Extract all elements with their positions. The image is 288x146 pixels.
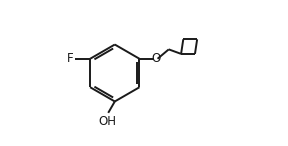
Text: OH: OH <box>98 115 117 128</box>
Text: O: O <box>151 52 160 65</box>
Text: F: F <box>67 52 74 65</box>
